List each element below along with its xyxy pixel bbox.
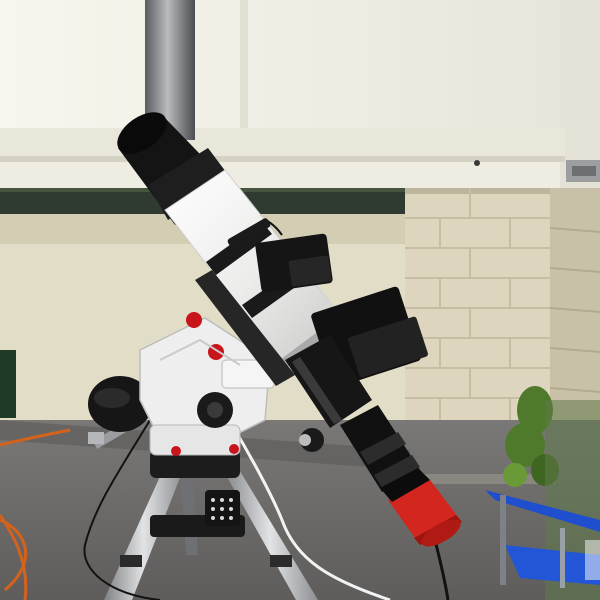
wall-screw bbox=[474, 160, 480, 166]
extension-ring bbox=[360, 432, 406, 465]
guide-handle bbox=[227, 218, 271, 248]
dovetail bbox=[195, 270, 295, 386]
trim-board bbox=[0, 162, 560, 188]
gutter-bracket-inner bbox=[572, 166, 596, 176]
focuser bbox=[285, 335, 372, 428]
focus-knob-cap bbox=[299, 434, 311, 446]
mount-base bbox=[149, 424, 241, 456]
tube-ring-1 bbox=[206, 222, 272, 275]
black-cable-1 bbox=[83, 419, 161, 600]
tripod-head bbox=[150, 450, 240, 478]
curb bbox=[405, 474, 555, 484]
accessory-box-panel bbox=[348, 316, 428, 378]
extension-ring-2 bbox=[374, 455, 420, 488]
tripod-leg-left bbox=[104, 470, 183, 600]
focuser-highlight bbox=[292, 357, 342, 424]
focus-knob bbox=[300, 428, 324, 452]
tripod bbox=[104, 450, 318, 600]
orange-cable bbox=[0, 428, 71, 600]
dew-shield-aperture bbox=[117, 112, 167, 154]
red-knob-4 bbox=[229, 444, 239, 454]
mount-axis-inner bbox=[207, 402, 223, 418]
telescope bbox=[117, 112, 462, 547]
guide-camera-face bbox=[288, 255, 332, 287]
white-cable bbox=[230, 424, 391, 600]
tripod-lower-clamp-left bbox=[120, 555, 142, 567]
black-cable-2 bbox=[433, 539, 450, 600]
tripod-leg-right bbox=[222, 468, 318, 600]
blue-chair bbox=[485, 400, 600, 600]
equatorial-mount bbox=[139, 312, 275, 456]
dew-band bbox=[148, 148, 232, 220]
camera-adapter bbox=[380, 468, 430, 502]
hand-controller bbox=[205, 490, 240, 526]
red-camera-end bbox=[421, 519, 461, 547]
window-mullion bbox=[240, 0, 248, 132]
window-frame-right bbox=[560, 0, 600, 190]
window-sill bbox=[0, 128, 565, 158]
tripod-lower-clamp-right bbox=[270, 555, 292, 567]
mount-detail-line bbox=[159, 338, 241, 366]
basement-vent bbox=[0, 350, 16, 418]
window-pane bbox=[0, 0, 560, 132]
red-knob-3 bbox=[171, 446, 181, 456]
red-knob-1 bbox=[186, 312, 202, 328]
window-sill-shadow bbox=[0, 156, 565, 162]
